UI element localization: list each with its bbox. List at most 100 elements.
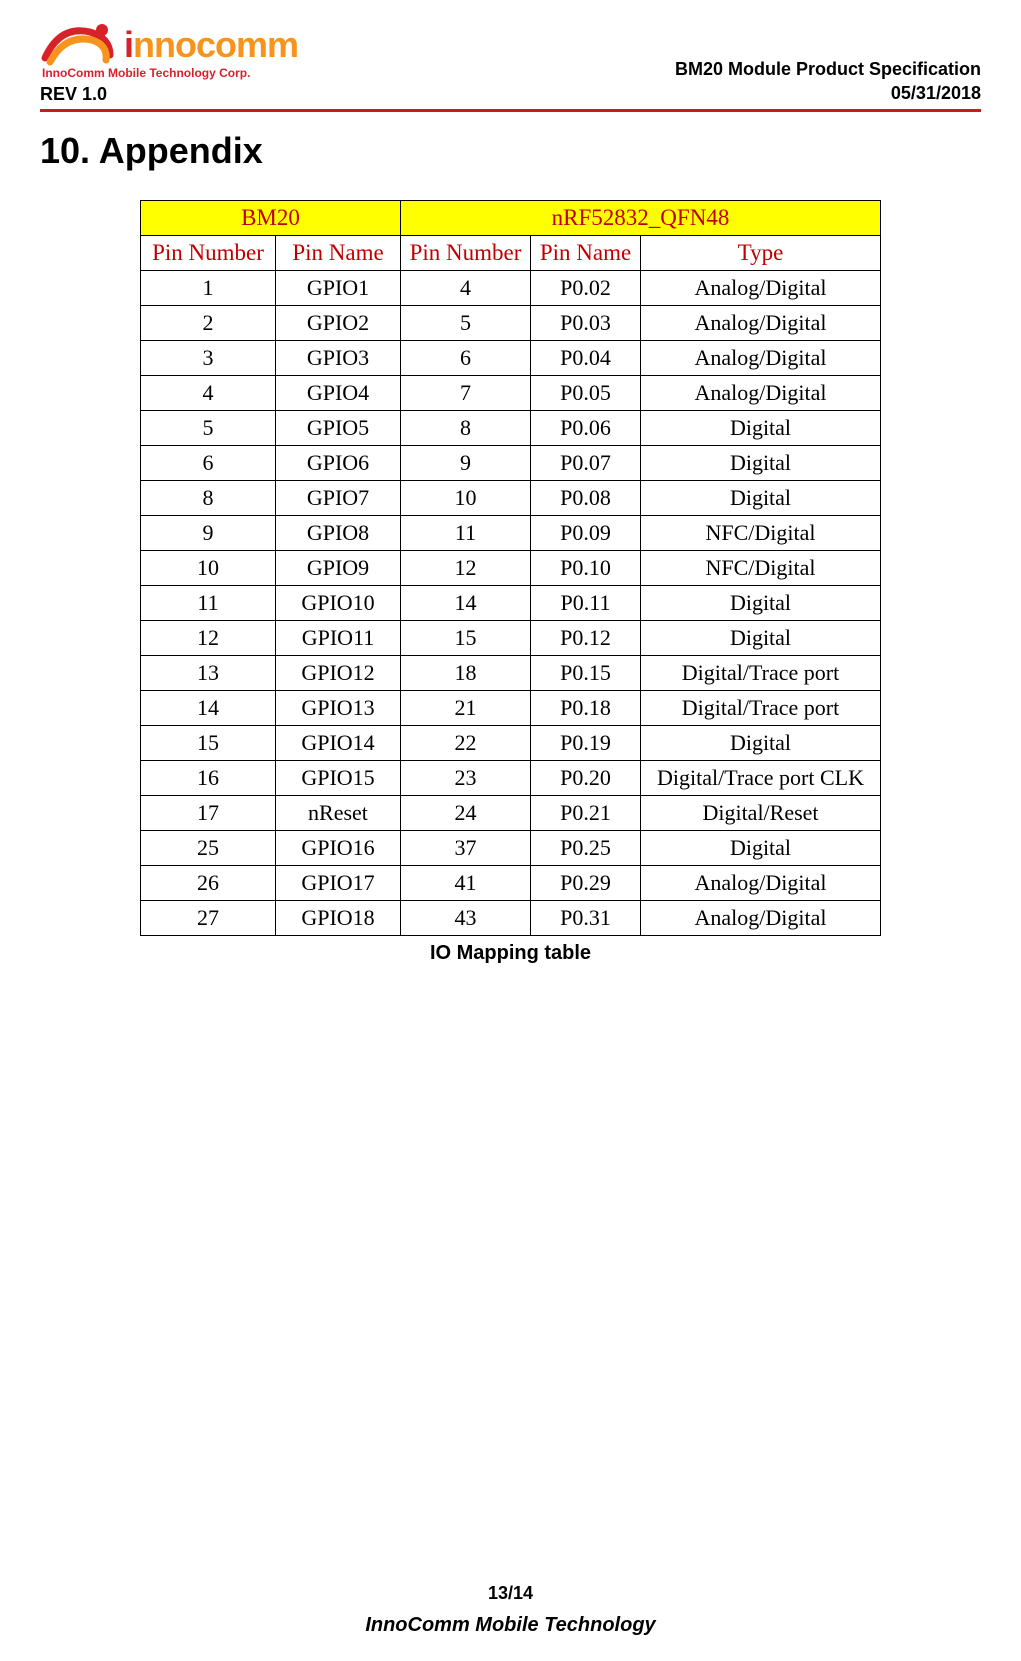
table-cell: Digital/Reset [641,796,881,831]
table-cell: P0.21 [531,796,641,831]
table-cell: 9 [141,516,276,551]
table-cell: Analog/Digital [641,271,881,306]
table-cell: 4 [141,376,276,411]
table-cell: GPIO7 [276,481,401,516]
section-heading: 10. Appendix [40,130,981,172]
table-row: 5GPIO58P0.06Digital [141,411,881,446]
table-cell: 8 [141,481,276,516]
table-row: 4GPIO47P0.05Analog/Digital [141,376,881,411]
header-right-block: BM20 Module Product Specification 05/31/… [675,58,981,105]
table-cell: 27 [141,901,276,936]
table-cell: P0.04 [531,341,641,376]
table-cell: 37 [401,831,531,866]
logo-letter-i: i [124,24,133,65]
table-cell: P0.03 [531,306,641,341]
table-cell: NFC/Digital [641,551,881,586]
table-cell: 4 [401,271,531,306]
table-cell: Analog/Digital [641,866,881,901]
table-cell: 11 [401,516,531,551]
logo-block: innocomm InnoComm Mobile Technology Corp… [40,20,298,105]
table-cell: Analog/Digital [641,376,881,411]
table-cell: 12 [401,551,531,586]
table-row: 10GPIO912P0.10NFC/Digital [141,551,881,586]
table-cell: Digital [641,481,881,516]
table-cell: 9 [401,446,531,481]
table-cell: Digital [641,586,881,621]
group-header-bm20: BM20 [141,201,401,236]
col-header-nrf-pinnum: Pin Number [401,236,531,271]
table-cell: 12 [141,621,276,656]
page-footer: 13/14 InnoComm Mobile Technology [0,1583,1021,1637]
table-cell: GPIO17 [276,866,401,901]
table-cell: P0.07 [531,446,641,481]
table-row: 26GPIO1741P0.29Analog/Digital [141,866,881,901]
table-cell: 25 [141,831,276,866]
table-cell: GPIO9 [276,551,401,586]
table-cell: Analog/Digital [641,341,881,376]
table-cell: P0.02 [531,271,641,306]
table-cell: 10 [141,551,276,586]
table-row: 8GPIO710P0.08Digital [141,481,881,516]
table-cell: P0.25 [531,831,641,866]
table-row: 14GPIO1321P0.18Digital/Trace port [141,691,881,726]
table-cell: Digital [641,621,881,656]
table-row: 11GPIO1014P0.11Digital [141,586,881,621]
table-cell: P0.05 [531,376,641,411]
table-cell: GPIO5 [276,411,401,446]
table-cell: 5 [141,411,276,446]
group-header-nrf: nRF52832_QFN48 [401,201,881,236]
table-cell: GPIO12 [276,656,401,691]
table-cell: Analog/Digital [641,901,881,936]
table-cell: GPIO10 [276,586,401,621]
table-cell: 14 [401,586,531,621]
table-row: 17nReset24P0.21Digital/Reset [141,796,881,831]
table-row: 15GPIO1422P0.19Digital [141,726,881,761]
table-cell: GPIO16 [276,831,401,866]
table-cell: 13 [141,656,276,691]
company-logo: innocomm [40,20,298,70]
table-row: 3GPIO36P0.04Analog/Digital [141,341,881,376]
table-row: 27GPIO1843P0.31Analog/Digital [141,901,881,936]
page-number: 13/14 [0,1583,1021,1604]
table-cell: Digital/Trace port [641,656,881,691]
logo-swoosh-icon [40,20,118,70]
table-cell: P0.29 [531,866,641,901]
table-cell: 15 [141,726,276,761]
io-mapping-table: BM20 nRF52832_QFN48 Pin Number Pin Name … [140,200,881,936]
table-cell: 14 [141,691,276,726]
logo-wordmark: innocomm [124,24,298,66]
table-cell: GPIO13 [276,691,401,726]
table-cell: P0.06 [531,411,641,446]
table-cell: 24 [401,796,531,831]
table-cell: 17 [141,796,276,831]
table-cell: Digital [641,411,881,446]
table-cell: Analog/Digital [641,306,881,341]
table-container: BM20 nRF52832_QFN48 Pin Number Pin Name … [40,200,981,965]
table-cell: 7 [401,376,531,411]
table-cell: P0.10 [531,551,641,586]
table-cell: 21 [401,691,531,726]
col-header-bm-pinnum: Pin Number [141,236,276,271]
spec-title: BM20 Module Product Specification [675,58,981,81]
footer-company: InnoComm Mobile Technology [0,1614,1021,1637]
table-row: 9GPIO811P0.09NFC/Digital [141,516,881,551]
table-cell: 8 [401,411,531,446]
table-cell: Digital/Trace port CLK [641,761,881,796]
table-caption: IO Mapping table [140,942,881,965]
table-cell: 15 [401,621,531,656]
revision-label: REV 1.0 [40,84,107,105]
io-table-body: 1GPIO14P0.02Analog/Digital2GPIO25P0.03An… [141,271,881,936]
table-cell: P0.31 [531,901,641,936]
table-cell: nReset [276,796,401,831]
table-cell: 23 [401,761,531,796]
table-cell: Digital [641,446,881,481]
col-header-nrf-type: Type [641,236,881,271]
table-cell: 26 [141,866,276,901]
table-cell: GPIO8 [276,516,401,551]
table-cell: GPIO1 [276,271,401,306]
table-cell: P0.09 [531,516,641,551]
table-cell: P0.12 [531,621,641,656]
table-cell: 10 [401,481,531,516]
table-cell: GPIO11 [276,621,401,656]
table-cell: 5 [401,306,531,341]
